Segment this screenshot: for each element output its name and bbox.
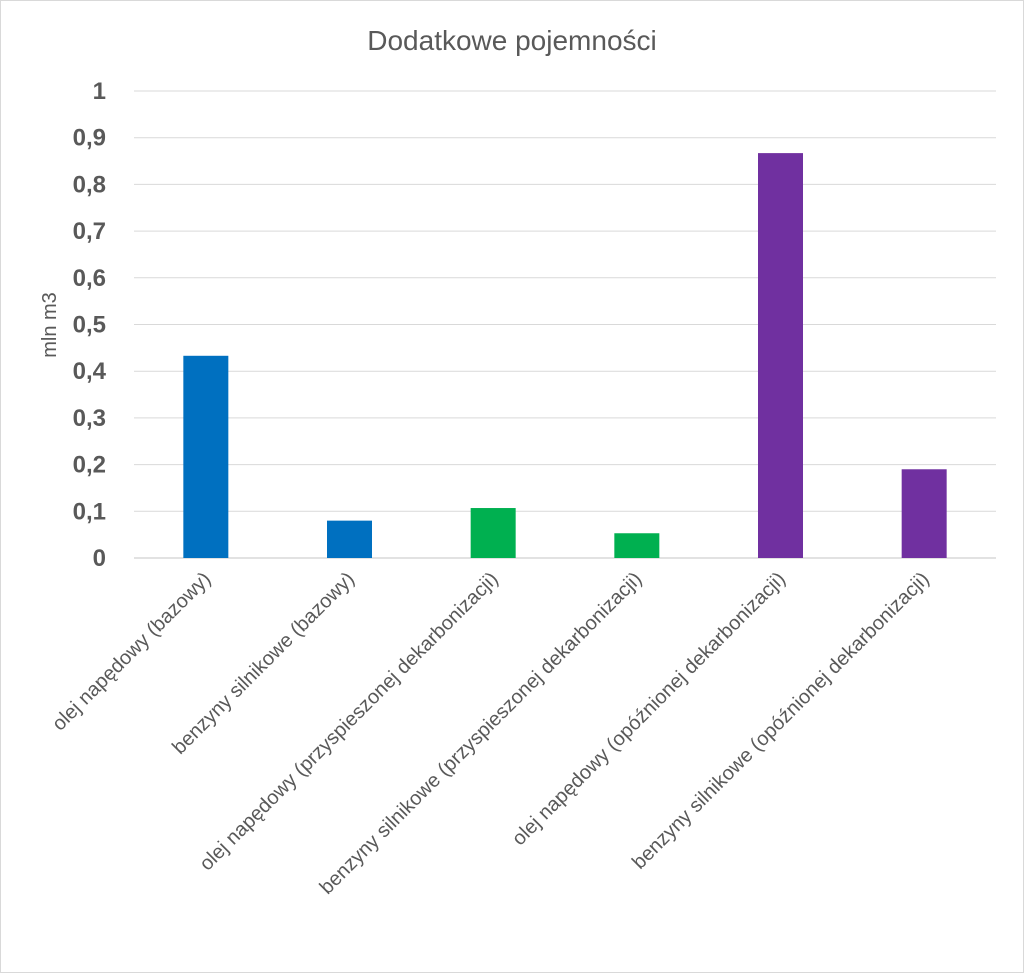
y-tick-label: 0,1 [73, 498, 106, 525]
bar [183, 355, 229, 558]
x-tick-label: olej napędowy (bazowy) [48, 568, 215, 735]
y-tick-label: 1 [93, 78, 106, 105]
y-tick-label: 0,6 [73, 265, 106, 292]
y-tick-label: 0,2 [73, 452, 106, 479]
y-tick-label: 0,9 [73, 125, 106, 152]
bar [470, 508, 516, 558]
y-tick-label: 0,8 [73, 171, 106, 198]
bar [614, 533, 660, 558]
y-tick-label: 0,4 [73, 358, 107, 385]
bar [758, 153, 803, 558]
y-tick-label: 0,5 [73, 312, 106, 339]
y-tick-label: 0 [93, 545, 106, 572]
y-tick-label: 0,7 [73, 218, 106, 245]
x-tick-label: benzyny silnikowe (opóźnionej dekarboniz… [628, 568, 934, 874]
y-axis-label: mln m3 [39, 292, 61, 358]
bar [327, 520, 372, 558]
chart-title: Dodatkowe pojemności [367, 25, 657, 56]
y-tick-label: 0,3 [73, 405, 106, 432]
x-tick-label: benzyny silnikowe (przyspieszonej dekarb… [316, 568, 647, 899]
bar [901, 469, 947, 558]
x-tick-label: olej napędowy (przyspieszonej dekarboniz… [195, 568, 502, 875]
x-tick-label: olej napędowy (opóźnionej dekarbonizacji… [508, 568, 790, 850]
